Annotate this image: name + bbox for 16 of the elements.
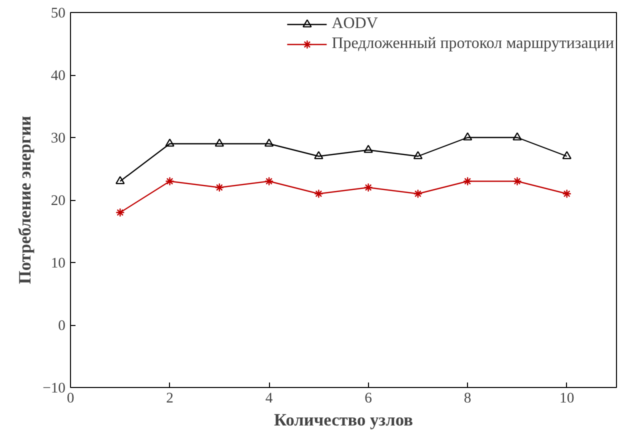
y-axis-title: Потребление энергии (16, 116, 35, 284)
x-tick-label: 2 (166, 390, 174, 406)
x-tick-label: 10 (560, 390, 574, 406)
y-tick-label: 40 (50, 68, 66, 84)
legend-label: AODV (332, 15, 378, 33)
y-tick-label: −10 (42, 380, 66, 396)
x-tick-label: 6 (364, 390, 372, 406)
legend-label: Предложенный протокол маршрутизации (332, 35, 614, 53)
x-axis-title: Количество узлов (274, 410, 413, 430)
y-tick-label: 10 (50, 256, 66, 272)
x-tick-label: 4 (265, 390, 274, 406)
y-tick-label: 30 (50, 130, 66, 146)
y-tick-label: 20 (50, 193, 66, 209)
y-tick-label: 0 (58, 318, 66, 334)
y-tick-label: 50 (50, 6, 66, 22)
x-tick-label: 8 (464, 390, 472, 406)
